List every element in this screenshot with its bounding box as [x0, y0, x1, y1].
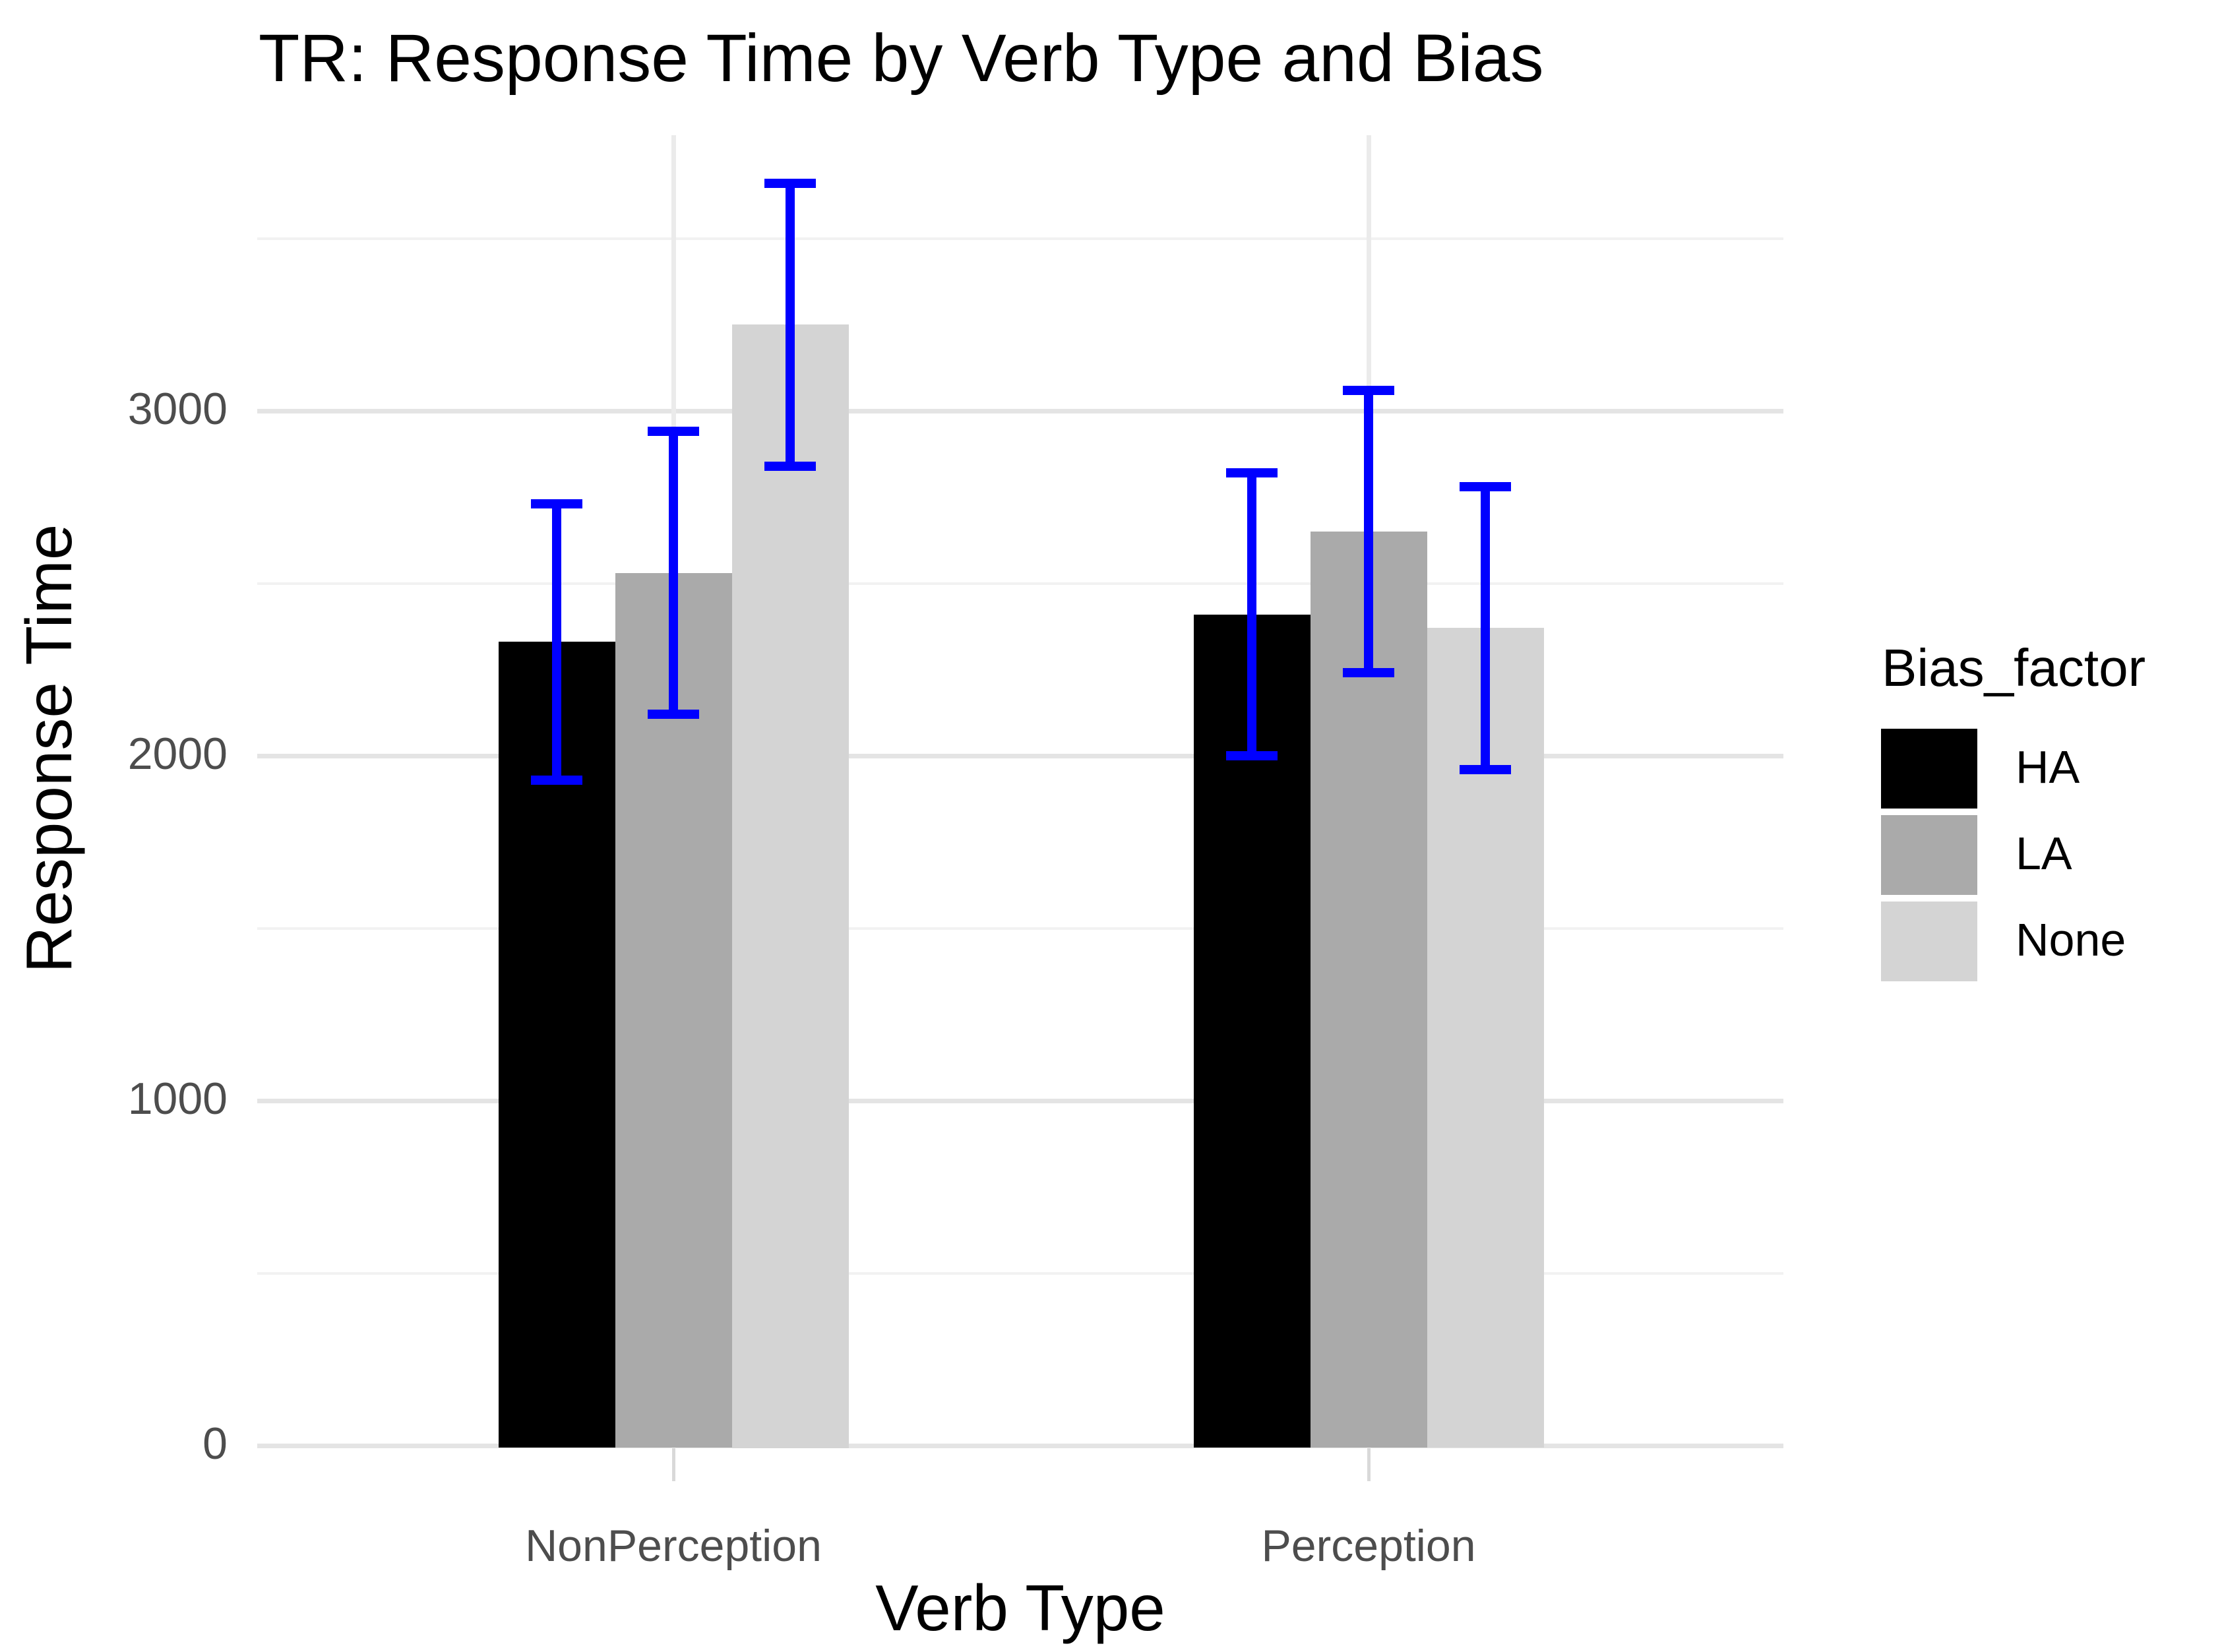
legend-swatch-HA: [1881, 729, 1977, 809]
y-tick-label-2000: 2000: [127, 729, 228, 779]
errorbar-cap-bottom-NonPerception-HA: [531, 775, 582, 785]
errorbar-line-NonPerception-None: [786, 183, 795, 466]
gridline-major-1000: [257, 1098, 1783, 1103]
x-tick-label-NonPerception: NonPerception: [525, 1521, 822, 1571]
errorbar-cap-bottom-NonPerception-LA: [648, 710, 699, 719]
legend-title: Bias_factor: [1882, 638, 2146, 697]
errorbar-cap-top-NonPerception-None: [764, 178, 816, 188]
x-axis-title: Verb Type: [875, 1572, 1165, 1644]
legend-label-HA: HA: [2016, 741, 2080, 793]
x-tick-mark-Perception: [1367, 1448, 1371, 1481]
y-tick-label-3000: 3000: [127, 384, 228, 434]
x-tick-label-Perception: Perception: [1261, 1521, 1476, 1571]
bar-NonPerception-None: [731, 324, 849, 1448]
gridline-minor-500: [257, 1271, 1783, 1275]
legend-label-LA: LA: [2016, 827, 2072, 879]
legend-label-None: None: [2016, 913, 2126, 965]
errorbar-line-NonPerception-LA: [669, 431, 678, 715]
chart-title: TR: Response Time by Verb Type and Bias: [259, 20, 1544, 96]
y-tick-label-0: 0: [202, 1419, 228, 1469]
errorbar-cap-top-Perception-LA: [1343, 385, 1394, 395]
gridline-major-0: [257, 1443, 1783, 1448]
errorbar-cap-bottom-Perception-HA: [1226, 751, 1278, 760]
errorbar-cap-top-Perception-HA: [1226, 468, 1278, 478]
errorbar-cap-bottom-Perception-None: [1460, 764, 1511, 774]
gridline-major-2000: [257, 753, 1783, 758]
errorbar-line-Perception-None: [1481, 487, 1490, 770]
errorbar-line-Perception-LA: [1364, 390, 1373, 673]
bar-Perception-LA: [1310, 532, 1427, 1448]
gridline-minor-2500: [257, 582, 1783, 585]
legend-swatch-None: [1881, 902, 1977, 981]
errorbar-cap-bottom-Perception-LA: [1343, 668, 1394, 678]
errorbar-line-Perception-HA: [1247, 473, 1256, 756]
errorbar-cap-bottom-NonPerception-None: [764, 461, 816, 471]
x-tick-mark-NonPerception: [671, 1448, 675, 1481]
gridline-major-3000: [257, 408, 1783, 413]
y-tick-label-1000: 1000: [127, 1074, 228, 1124]
errorbar-cap-top-NonPerception-HA: [531, 499, 582, 509]
errorbar-line-NonPerception-HA: [552, 504, 561, 780]
errorbar-cap-top-Perception-None: [1460, 482, 1511, 492]
gridline-minor-1500: [257, 927, 1783, 930]
gridline-minor-3500: [257, 237, 1783, 240]
errorbar-cap-top-NonPerception-LA: [648, 427, 699, 437]
legend-swatch-LA: [1881, 815, 1977, 895]
